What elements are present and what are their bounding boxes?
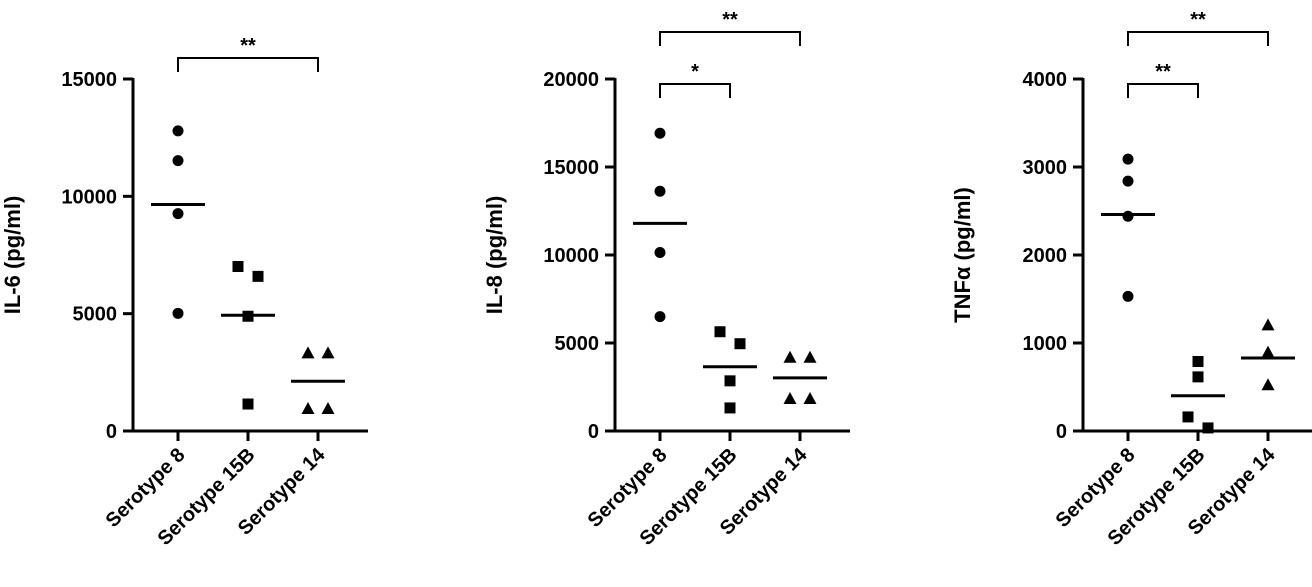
significance-label: ** xyxy=(1155,61,1171,83)
point xyxy=(321,346,335,359)
point xyxy=(1192,355,1204,367)
point xyxy=(242,398,254,410)
point xyxy=(1202,422,1214,434)
point xyxy=(1261,318,1275,331)
point xyxy=(1182,411,1194,423)
significance-label: ** xyxy=(722,9,738,31)
y-axis-label: IL-6 (pg/ml) xyxy=(0,196,25,315)
point xyxy=(1122,290,1134,302)
y-tick-label: 5000 xyxy=(555,333,600,355)
point xyxy=(301,346,315,359)
y-tick-label: 10000 xyxy=(61,186,117,208)
point xyxy=(783,391,797,404)
point xyxy=(301,402,315,415)
point xyxy=(724,375,736,387)
point xyxy=(783,350,797,363)
y-tick-label: 0 xyxy=(588,421,599,443)
point xyxy=(803,350,817,363)
significance-bracket xyxy=(659,83,731,98)
point xyxy=(172,155,184,167)
y-axis-label: TNFα (pg/ml) xyxy=(950,187,975,323)
significance-bracket xyxy=(659,31,801,46)
point xyxy=(1261,378,1275,391)
point xyxy=(232,260,244,272)
point xyxy=(252,270,264,282)
y-tick-label: 0 xyxy=(106,421,117,443)
point xyxy=(714,326,726,338)
significance-label: ** xyxy=(240,35,256,57)
point xyxy=(1122,210,1134,222)
point xyxy=(803,391,817,404)
y-tick-label: 4000 xyxy=(1023,69,1068,91)
significance-label: ** xyxy=(1190,9,1206,31)
significance-label: * xyxy=(691,61,699,83)
y-tick-label: 10000 xyxy=(543,245,599,267)
y-axis-label: IL-8 (pg/ml) xyxy=(482,196,507,315)
point xyxy=(1261,345,1275,358)
y-tick-label: 1000 xyxy=(1023,333,1068,355)
point xyxy=(654,127,666,139)
point xyxy=(654,185,666,197)
y-tick-label: 2000 xyxy=(1023,245,1068,267)
point xyxy=(654,311,666,323)
point xyxy=(1122,175,1134,187)
significance-bracket xyxy=(177,57,319,72)
point xyxy=(1192,371,1204,383)
y-tick-label: 5000 xyxy=(73,304,118,326)
point xyxy=(172,307,184,319)
y-tick-label: 0 xyxy=(1056,421,1067,443)
significance-bracket xyxy=(1127,31,1269,46)
point xyxy=(724,402,736,414)
significance-bracket xyxy=(1127,83,1199,98)
y-tick-label: 20000 xyxy=(543,69,599,91)
y-tick-label: 15000 xyxy=(61,69,117,91)
point xyxy=(321,402,335,415)
point xyxy=(1122,153,1134,165)
y-tick-label: 15000 xyxy=(543,157,599,179)
point xyxy=(734,338,746,350)
y-tick-label: 3000 xyxy=(1023,157,1068,179)
point xyxy=(172,208,184,220)
point xyxy=(654,247,666,259)
point xyxy=(172,125,184,137)
